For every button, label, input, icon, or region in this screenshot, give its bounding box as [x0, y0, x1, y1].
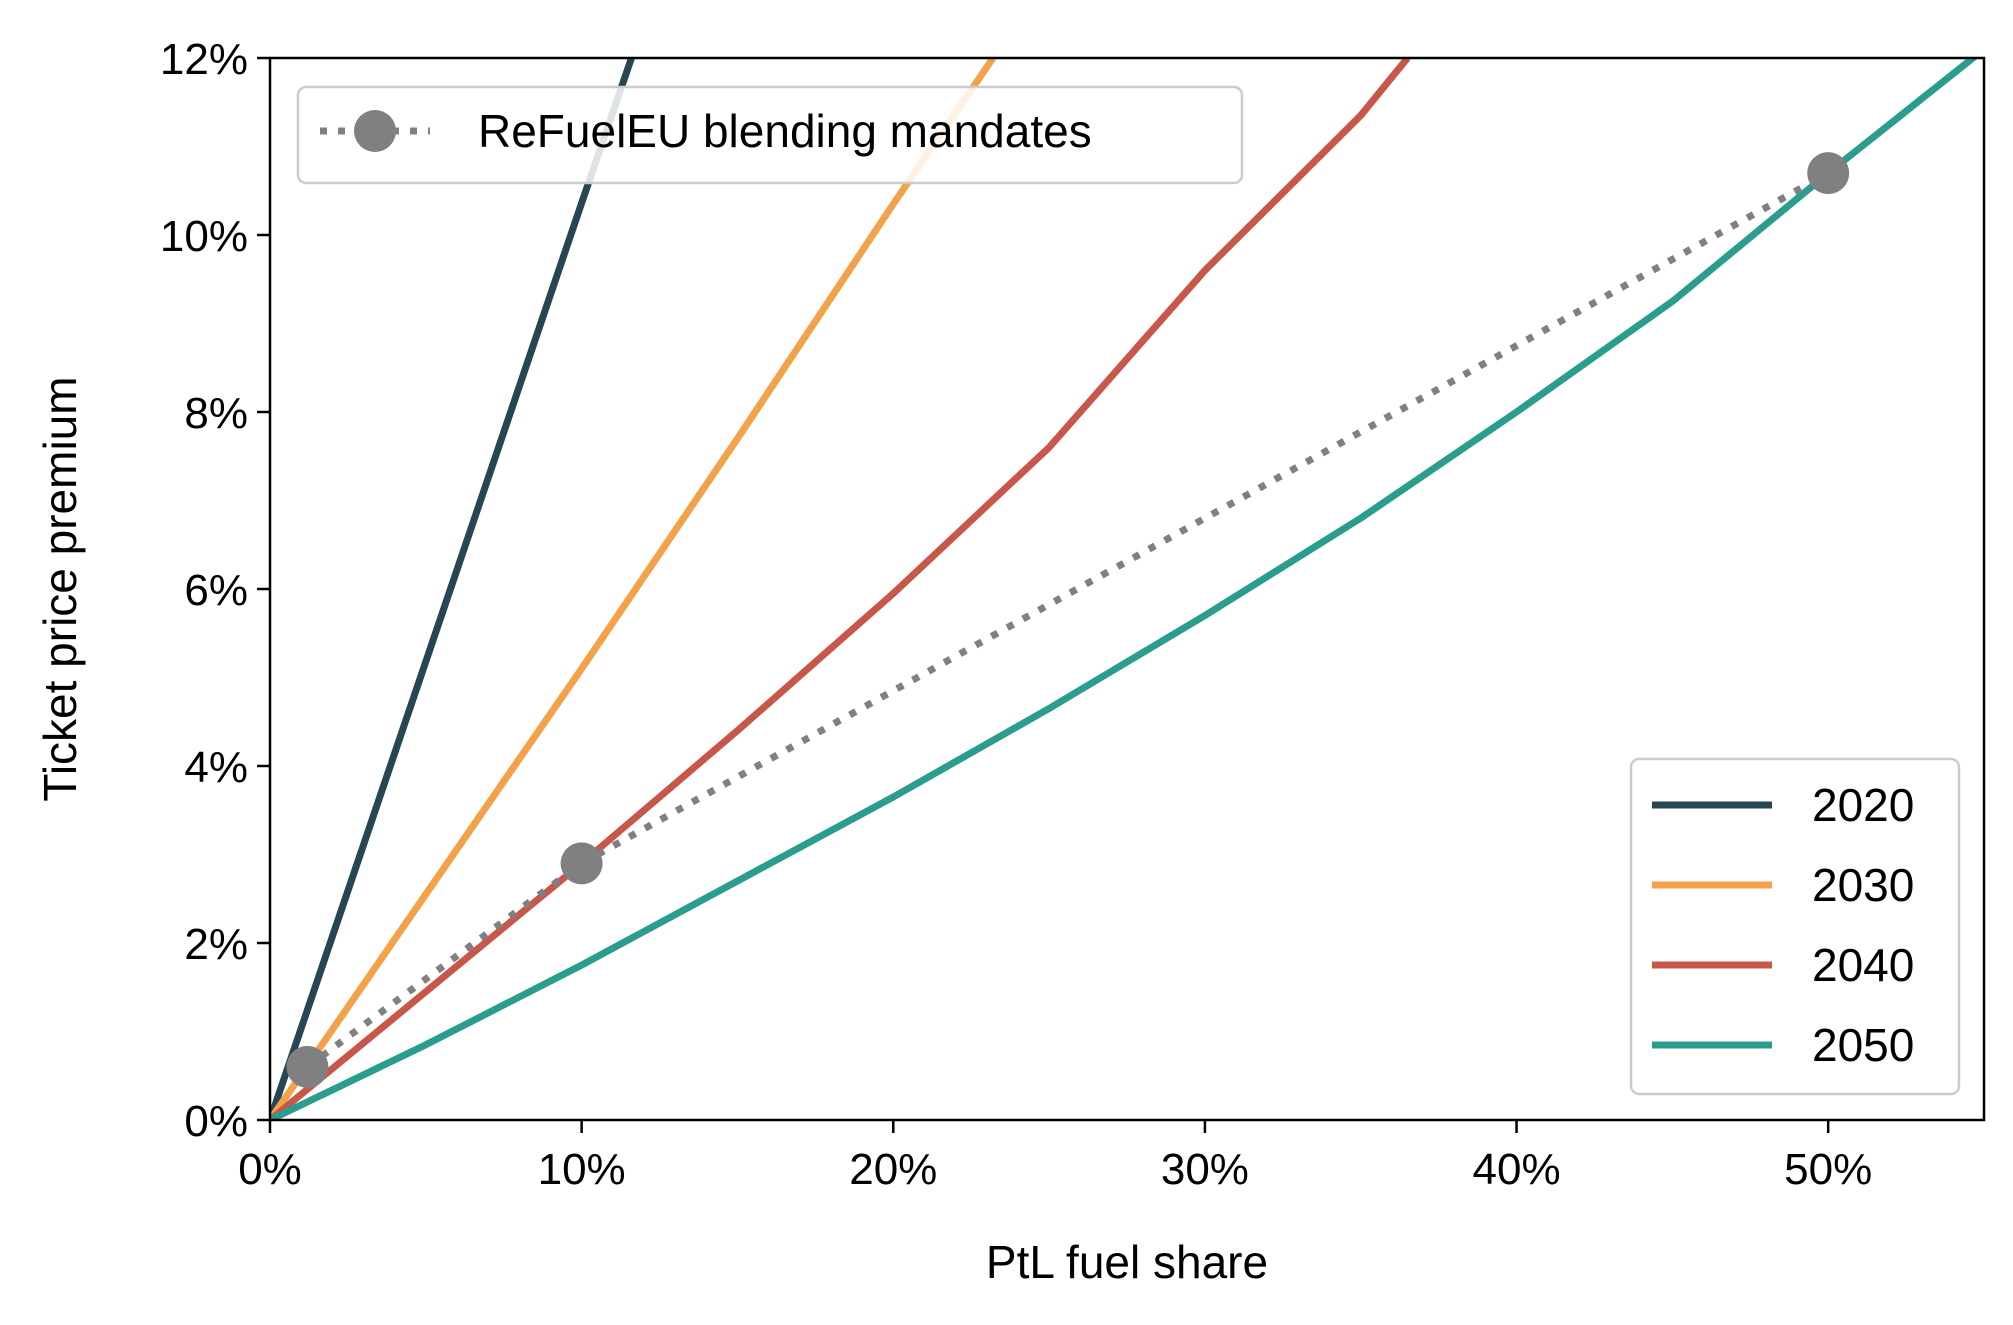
- y-axis-ticks: 0% 2% 4% 6% 8% 10% 12%: [160, 35, 270, 1146]
- mandate-point: [1807, 152, 1850, 195]
- year-legend-label-2020: 2020: [1812, 779, 1914, 831]
- y-tick-label: 4%: [184, 743, 248, 792]
- mandate-point: [560, 842, 603, 885]
- x-tick-label: 0%: [238, 1145, 302, 1194]
- y-tick-label: 2%: [184, 920, 248, 969]
- x-tick-label: 20%: [849, 1145, 937, 1194]
- mandate-legend-marker: [354, 110, 396, 152]
- y-axis-title: Ticket price premium: [34, 376, 86, 801]
- mandate-legend: ReFuelEU blending mandates: [296, 85, 1244, 185]
- series-line-2020: [270, 58, 635, 1120]
- series-line-2050: [270, 58, 1979, 1120]
- y-tick-label: 6%: [184, 566, 248, 615]
- mandate-legend-box: [296, 85, 1244, 185]
- series-line-2030: [270, 58, 996, 1120]
- x-axis-title: PtL fuel share: [986, 1236, 1268, 1288]
- year-legend-label-2040: 2040: [1812, 939, 1914, 991]
- x-tick-label: 30%: [1161, 1145, 1249, 1194]
- mandate-line: [305, 170, 1830, 1070]
- y-tick-label: 12%: [160, 35, 248, 84]
- x-tick-label: 50%: [1784, 1145, 1872, 1194]
- y-tick-label: 0%: [184, 1097, 248, 1146]
- y-tick-label: 10%: [160, 212, 248, 261]
- x-axis-ticks: 0% 10% 20% 30% 40% 50%: [238, 1120, 1872, 1194]
- x-tick-label: 10%: [538, 1145, 626, 1194]
- year-legend: 2020 2030 2040 2050: [1629, 757, 1961, 1096]
- mandate-legend-label: ReFuelEU blending mandates: [478, 105, 1092, 157]
- year-legend-label-2050: 2050: [1812, 1019, 1914, 1071]
- mandate-layer: [286, 152, 1850, 1088]
- x-tick-label: 40%: [1473, 1145, 1561, 1194]
- year-legend-box: [1629, 757, 1961, 1096]
- mandate-point: [286, 1045, 329, 1088]
- year-legend-label-2030: 2030: [1812, 859, 1914, 911]
- y-tick-label: 8%: [184, 389, 248, 438]
- series-line-2040: [270, 58, 1411, 1120]
- year-legend-items: 2020 2030 2040 2050: [1652, 779, 1914, 1071]
